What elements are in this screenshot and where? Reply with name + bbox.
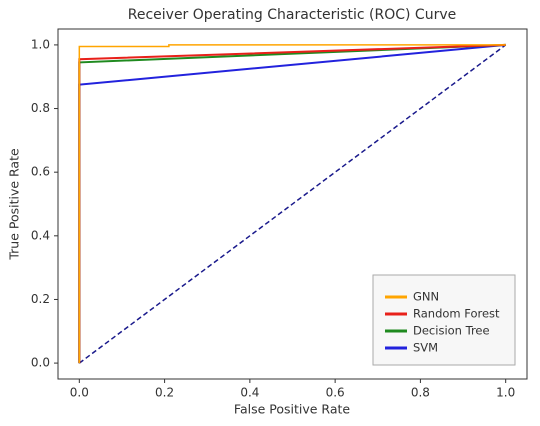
y-axis-label: True Positive Rate [7,148,22,261]
plot-frame [57,28,528,380]
x-tick-label: 1.0 [496,386,515,400]
roc-line [78,44,506,364]
chart-title: Receiver Operating Characteristic (ROC) … [128,7,457,23]
y-tick-label: 0.6 [31,165,50,179]
y-tick-label: 0.4 [31,228,50,242]
legend: GNN Random Forest Decision Tree SVM [372,274,516,366]
x-tick-label: 0.4 [240,386,259,400]
y-tick-label: 0.0 [31,356,50,370]
legend-label: Decision Tree [413,324,490,338]
legend-box [372,274,516,366]
roc-line [78,44,507,364]
y-tick-label: 0.8 [31,101,50,115]
legend-label: SVM [413,341,438,355]
legend-label: GNN [413,290,439,304]
legend-label: Random Forest [413,307,500,321]
x-tick-label: 0.8 [411,386,430,400]
x-tick-label: 0.2 [155,386,174,400]
x-axis-label: False Positive Rate [234,402,350,417]
y-tick-label: 1.0 [31,37,50,51]
y-tick-label: 0.2 [31,292,50,306]
x-tick-label: 0.6 [326,386,345,400]
x-tick-label: 0.0 [70,386,89,400]
